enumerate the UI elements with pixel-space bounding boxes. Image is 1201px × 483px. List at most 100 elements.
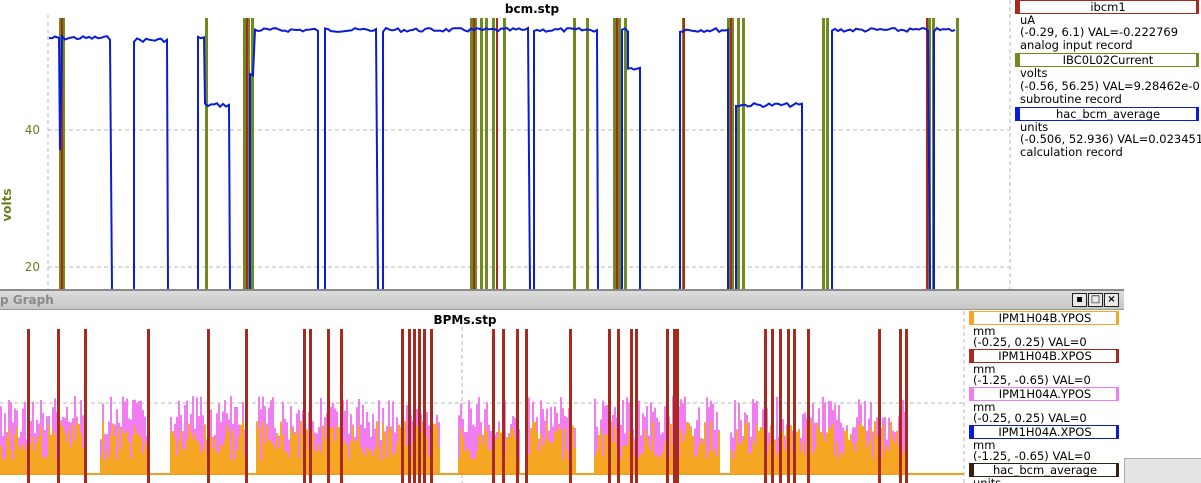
ipm1h04b-ypos-bar: [276, 433, 278, 474]
ipm1h04b-ypos-bar: [818, 428, 820, 474]
ipm1h04b-ypos-bar: [230, 460, 232, 474]
ipm1h04b-ypos-bar: [24, 449, 26, 474]
legend-record-hac-bcm-average: calculation record: [1020, 145, 1123, 159]
ipm1h04b-ypos-bar: [648, 445, 650, 474]
ipm1h04b-ypos-bar: [644, 430, 646, 474]
legend-units-ipm1h04a-xpos: mm: [973, 438, 996, 452]
ibcm1-spike: [61, 18, 63, 290]
ipm1h04b-xpos-spike: [502, 329, 505, 483]
ipm1h04b-ypos-bar: [382, 423, 384, 474]
ipm1h04a-ypos-bar: [378, 400, 380, 474]
ipm1h04b-ypos-bar: [22, 444, 24, 474]
ipm1h04b-ypos-bar: [886, 445, 888, 474]
ipm1h04b-ypos-bar: [186, 439, 188, 474]
ipm1h04b-ypos-bar: [484, 427, 486, 474]
ipm1h04b-ypos-bar: [710, 421, 712, 474]
ipm1h04b-ypos-bar: [762, 429, 764, 474]
ipm1h04b-ypos-bar: [214, 437, 216, 474]
ipm1h04b-ypos-bar: [366, 447, 368, 474]
ipm1h04b-ypos-bar: [106, 451, 108, 474]
legend-name-ipm1h04a-xpos[interactable]: IPM1H04A.XPOS: [969, 425, 1119, 439]
ipm1h04b-ypos-bar: [176, 455, 178, 474]
ipm1h04b-ypos-bar: [902, 453, 904, 474]
ibc0l02current-trace: [59, 18, 959, 290]
ipm1h04b-ypos-bar: [262, 421, 264, 474]
ipm1h04b-ypos-bar: [4, 458, 6, 474]
ibc0l02current-spike: [826, 18, 829, 290]
ipm1h04b-ypos-bar: [650, 451, 652, 474]
ipm1h04b-ypos-bar: [50, 434, 52, 474]
ipm1h04b-xpos-spike: [630, 329, 633, 483]
ipm1h04b-ypos-bar: [750, 453, 752, 474]
ipm1h04b-ypos-bar: [486, 432, 488, 474]
ipm1h04a-ypos-bar: [284, 418, 286, 474]
ipm1h04b-xpos-trace: [27, 329, 908, 483]
ipm1h04b-xpos-spike: [878, 329, 881, 483]
legend-range-ipm1h04a-ypos: (-0.25, 0.25) VAL=0: [973, 411, 1087, 425]
ipm1h04a-ypos-bar: [656, 417, 658, 474]
ipm1h04b-ypos-bar: [384, 432, 386, 474]
ipm1h04b-ypos-bar: [104, 460, 106, 474]
ipm1h04b-ypos-bar: [108, 457, 110, 474]
ipm1h04b-ypos-bar: [66, 441, 68, 474]
ipm1h04b-ypos-bar: [754, 444, 756, 474]
ipm1h04b-ypos-bar: [292, 432, 294, 474]
ipm1h04b-ypos-bar: [280, 421, 282, 474]
ipm1h04a-ypos-bar: [712, 403, 714, 474]
ipm1h04b-ypos-bar: [756, 423, 758, 474]
window-titlebar[interactable]: p Graph ▪ □ ×: [0, 291, 1124, 310]
ipm1h04b-ypos-bar: [370, 449, 372, 474]
ipm1h04b-ypos-bar: [784, 449, 786, 474]
ipm1h04b-xpos-spike: [401, 329, 404, 483]
ipm1h04b-ypos-bar: [54, 435, 56, 474]
legend-name-ipm1h04b-xpos[interactable]: IPM1H04B.XPOS: [969, 349, 1119, 363]
minimize-button[interactable]: ▪: [1072, 293, 1087, 307]
ipm1h04b-ypos-bar: [858, 425, 860, 474]
ibc0l02current-spike: [480, 18, 483, 290]
ipm1h04a-ypos-bar: [884, 417, 886, 474]
ipm1h04b-xpos-spike: [905, 329, 908, 483]
legend-range-ipm1h04a-xpos: (-1.25, -0.65) VAL=0: [973, 449, 1091, 463]
ipm1h04b-ypos-bar: [242, 421, 244, 474]
legend-name-ibc0l02current[interactable]: IBC0L02Current: [1015, 53, 1199, 67]
ipm1h04b-ypos-bar: [474, 458, 476, 474]
ipm1h04b-ypos-bar: [606, 434, 608, 474]
legend-record-ibcm1: analog input record: [1020, 38, 1133, 52]
ipm1h04b-ypos-bar: [392, 454, 394, 474]
ipm1h04b-ypos-bar: [510, 431, 512, 474]
ipm1h04b-ypos-bar: [320, 452, 322, 474]
ipm1h04b-ypos-bar: [190, 432, 192, 474]
legend-name-ibcm1[interactable]: ibcm1: [1015, 0, 1199, 14]
bcm-strip-chart[interactable]: bcm.stp 40 20 volts: [0, 0, 1012, 290]
close-button[interactable]: ×: [1104, 293, 1119, 307]
bpms-chart-title: BPMs.stp: [433, 313, 496, 327]
ipm1h04a-ypos-bar: [732, 437, 734, 474]
maximize-button[interactable]: □: [1088, 293, 1103, 307]
ipm1h04b-ypos-bar: [12, 459, 14, 474]
ipm1h04a-ypos-bar: [140, 400, 142, 474]
legend-range-hac-bcm-average: (-0.506, 52.936) VAL=0.023451: [1020, 132, 1201, 146]
ipm1h04b-ypos-bar: [364, 455, 366, 474]
legend-name-ipm1h04a-ypos[interactable]: IPM1H04A.YPOS: [969, 387, 1119, 401]
bpms-strip-chart[interactable]: BPMs.stp: [0, 311, 966, 483]
legend-units-ipm1h04b-ypos: mm: [973, 324, 996, 338]
legend-name-hac-bcm-average[interactable]: hac_bcm_average: [1015, 107, 1199, 121]
ipm1h04b-ypos-bar: [496, 437, 498, 474]
ipm1h04a-ypos-bar: [108, 421, 110, 474]
ipm1h04b-xpos-spike: [492, 329, 495, 483]
ipm1h04b-ypos-bar: [20, 449, 22, 474]
ipm1h04b-ypos-bar: [352, 426, 354, 474]
strip-chart-window-bpms[interactable]: p Graph ▪ □ × BPMs.stp IPM1H04B.YPOS mm …: [0, 289, 1124, 483]
ipm1h04b-ypos-bar: [76, 421, 78, 474]
ipm1h04b-ypos-bar: [716, 456, 718, 474]
ipm1h04b-ypos-bar: [534, 421, 536, 474]
ipm1h04a-ypos-bar: [298, 410, 300, 474]
legend-name-ipm1h04b-ypos[interactable]: IPM1H04B.YPOS: [969, 311, 1119, 325]
ipm1h04a-ypos-bar: [216, 413, 218, 474]
legend-name-hac-bcm-average-bpm[interactable]: hac_bcm_average: [969, 463, 1119, 477]
ipm1h04b-ypos-bar: [336, 425, 338, 474]
ipm1h04b-ypos-bar: [144, 441, 146, 474]
ipm1h04a-ypos-bar: [470, 408, 472, 474]
strip-chart-window-bcm[interactable]: bcm.stp 40 20 volts ibcm1 uA (-0.29, 6.1…: [0, 0, 1201, 290]
ipm1h04b-ypos-bar: [734, 450, 736, 474]
